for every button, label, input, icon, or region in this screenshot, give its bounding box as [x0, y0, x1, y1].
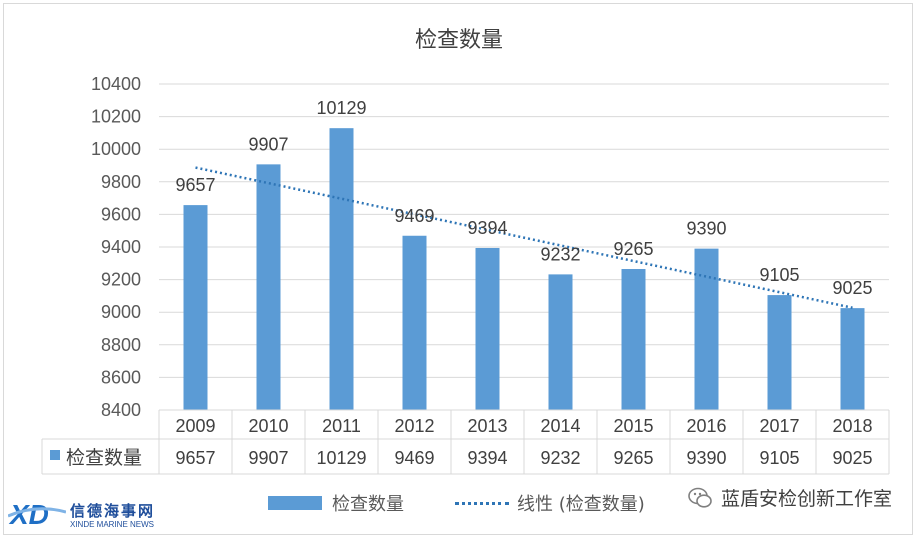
data-labels: 9657 9907 10129 9469 9394 9232 9265 9390 9105 902… [175, 98, 872, 298]
y-tick-label: 10400 [91, 74, 141, 94]
table-value-2012: 9469 [394, 448, 434, 468]
table-value-2011: 10129 [316, 448, 366, 468]
y-tick-label: 9000 [101, 302, 141, 322]
wechat-watermark: 蓝盾安检创新工作室 [687, 484, 892, 511]
bar-2017[interactable] [767, 295, 792, 410]
x-tick-label: 2016 [686, 416, 726, 436]
wechat-account-name: 蓝盾安检创新工作室 [720, 488, 892, 510]
data-table: 检查数量 2009 9657 2010 9907 2011 10129 2012 9469 201… [41, 409, 890, 475]
wechat-icon [688, 487, 712, 508]
xd-logo-icon: XD [7, 499, 67, 530]
table-value-2016: 9390 [686, 448, 726, 468]
x-tick-label: 2011 [322, 416, 361, 436]
logo-subtext: XINDE MARINE NEWS [70, 520, 155, 529]
x-tick-label: 2015 [613, 416, 653, 436]
data-label-2009: 9657 [175, 175, 215, 195]
table-value-2017: 9105 [759, 448, 799, 468]
x-tick-label: 2013 [467, 416, 507, 436]
table-value-2015: 9265 [613, 448, 653, 468]
bar-2014[interactable] [548, 274, 573, 410]
bar-2013[interactable] [475, 247, 500, 410]
table-value-2009: 9657 [175, 448, 215, 468]
bar-2016[interactable] [694, 248, 719, 410]
y-tick-label: 8800 [101, 335, 141, 355]
table-value-2018: 9025 [832, 448, 872, 468]
y-tick-label: 10200 [91, 107, 141, 127]
table-value-2010: 9907 [248, 448, 288, 468]
x-tick-label: 2014 [540, 416, 580, 436]
data-label-2014: 9232 [540, 244, 580, 264]
x-tick-label: 2009 [175, 416, 215, 436]
bar-2018[interactable] [840, 308, 865, 410]
logo-text: 信德海事网 [70, 502, 156, 520]
y-tick-label: 9800 [101, 172, 141, 192]
legend-line-swatch [455, 501, 509, 505]
data-label-2016: 9390 [686, 219, 726, 239]
legend-bar-swatch [268, 496, 322, 510]
data-label-2018: 9025 [832, 278, 872, 298]
bar-2012[interactable] [402, 235, 427, 410]
data-label-2013: 9394 [467, 218, 507, 238]
y-axis: 8400 8600 8800 9000 9200 9400 9600 9800 10000 102… [91, 74, 141, 420]
table-legend-key [50, 450, 60, 460]
x-tick-label: 2012 [394, 416, 434, 436]
y-tick-label: 9600 [101, 204, 141, 224]
linear-trendline [195, 166, 853, 309]
chart-title: 检查数量 [414, 28, 503, 53]
table-row-label: 检查数量 [66, 447, 142, 469]
y-tick-label: 10000 [91, 139, 141, 159]
x-tick-label: 2017 [759, 416, 799, 436]
x-tick-label: 2018 [832, 416, 872, 436]
data-label-2010: 9907 [248, 134, 288, 154]
data-label-2012: 9469 [394, 206, 434, 226]
bar-2010[interactable] [256, 164, 281, 410]
bars [183, 128, 865, 410]
bar-2011[interactable] [329, 128, 354, 410]
table-value-2013: 9394 [467, 448, 507, 468]
data-label-2011: 10129 [316, 98, 366, 118]
y-tick-label: 8400 [101, 400, 141, 420]
trendline [195, 166, 853, 309]
legend-line-label: 线性 (检查数量) [517, 494, 645, 515]
y-tick-label: 9200 [101, 270, 141, 290]
xinde-logo: XD 信德海事网 XINDE MARINE NEWS [7, 498, 178, 532]
legend-bar-label: 检查数量 [332, 494, 404, 515]
legend-trendline[interactable]: 线性 (检查数量) [455, 488, 645, 518]
y-tick-label: 9400 [101, 237, 141, 257]
bar-2009[interactable] [183, 205, 208, 410]
x-tick-label: 2010 [248, 416, 288, 436]
chart-frame [3, 3, 913, 535]
data-label-2015: 9265 [613, 239, 653, 259]
data-label-2017: 9105 [759, 265, 799, 285]
y-tick-label: 8600 [101, 367, 141, 387]
bar-2015[interactable] [621, 269, 646, 410]
legend-bar[interactable]: 检查数量 [268, 488, 404, 518]
table-value-2014: 9232 [540, 448, 580, 468]
